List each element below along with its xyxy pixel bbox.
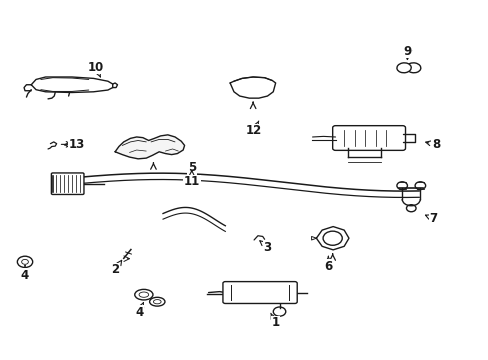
Text: 2: 2	[111, 260, 122, 276]
Polygon shape	[31, 77, 112, 93]
Ellipse shape	[406, 63, 420, 73]
Polygon shape	[316, 226, 348, 250]
FancyBboxPatch shape	[51, 173, 84, 194]
FancyBboxPatch shape	[223, 282, 297, 303]
Text: 5: 5	[187, 161, 196, 175]
Text: 4: 4	[21, 265, 29, 282]
Text: 12: 12	[245, 121, 262, 137]
Text: 9: 9	[403, 45, 411, 59]
Ellipse shape	[149, 297, 164, 306]
Text: 11: 11	[183, 171, 200, 188]
Ellipse shape	[153, 300, 161, 304]
Text: 10: 10	[88, 60, 104, 77]
Ellipse shape	[139, 292, 148, 297]
FancyBboxPatch shape	[332, 126, 405, 150]
Text: 3: 3	[259, 240, 271, 253]
Text: 7: 7	[425, 212, 437, 225]
Text: 6: 6	[324, 256, 332, 273]
Polygon shape	[230, 77, 275, 98]
Text: 13: 13	[64, 138, 85, 151]
Text: 8: 8	[425, 138, 439, 151]
Text: 1: 1	[270, 313, 279, 329]
Text: 4: 4	[135, 302, 143, 319]
Polygon shape	[115, 135, 184, 159]
Ellipse shape	[396, 63, 410, 73]
Ellipse shape	[135, 289, 153, 300]
